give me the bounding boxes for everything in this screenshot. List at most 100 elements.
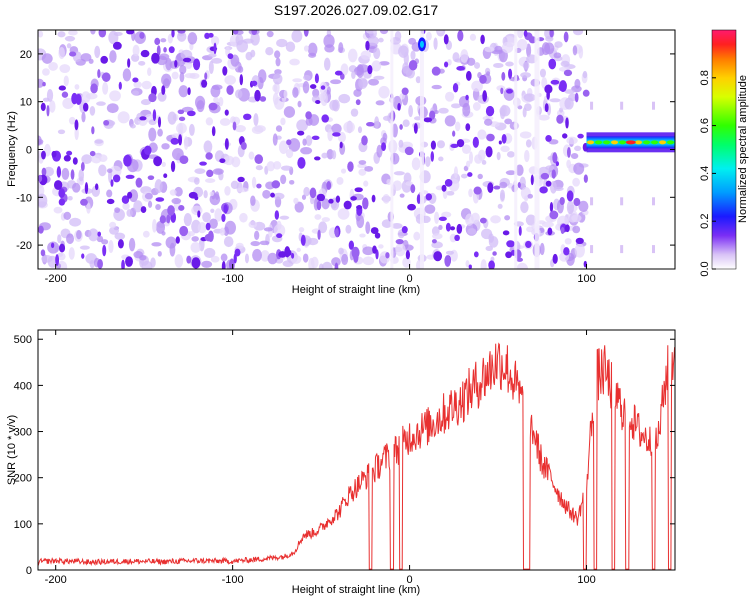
heatmap-noise-peak	[166, 214, 171, 224]
heatmap-noise-peak	[101, 72, 111, 82]
heatmap-noise-peak	[121, 195, 130, 204]
heatmap-noise-blob	[363, 180, 369, 187]
heatmap-noise-blob	[405, 181, 414, 186]
heatmap-noise-peak	[502, 230, 510, 236]
heatmap-noise-blob	[180, 49, 193, 60]
heatmap-noise-blob	[564, 238, 572, 245]
heatmap-noise-peak	[227, 53, 234, 60]
heatmap-noise-peak	[450, 143, 459, 148]
heatmap-noise-peak	[374, 232, 381, 239]
heatmap-noise-blob	[432, 233, 443, 240]
heatmap-noise-peak	[367, 64, 373, 75]
heatmap-noise-peak	[552, 253, 558, 264]
heatmap-noise-blob	[393, 171, 405, 176]
heatmap-noise-blob	[212, 168, 224, 175]
heatmap-noise-blob	[467, 228, 477, 235]
heatmap-noise-peak	[552, 152, 558, 164]
heatmap-noise-peak	[251, 30, 258, 35]
heatmap-noise-peak	[155, 197, 165, 202]
heatmap-noise-blob	[573, 162, 585, 175]
heatmap-noise-blob	[526, 43, 532, 58]
heatmap-noise-blob	[494, 45, 503, 53]
heatmap-noise-peak	[465, 123, 471, 132]
heatmap-noise-peak	[501, 71, 506, 81]
heatmap-noise-peak	[566, 146, 571, 158]
heatmap-noise-peak	[314, 73, 319, 84]
signal-line-peak	[643, 140, 651, 145]
heatmap-noise-blob	[176, 122, 187, 134]
heatmap-noise-blob	[318, 221, 328, 234]
heatmap-noise-blob	[436, 140, 446, 149]
heatmap-noise-peak	[351, 246, 360, 259]
heatmap-noise-blob	[455, 121, 461, 132]
snr-y-label: SNR (10 * v/v)	[6, 415, 18, 485]
heatmap-noise-peak	[444, 179, 453, 187]
heatmap-noise-peak	[243, 113, 252, 121]
heatmap-noise-blob	[183, 213, 192, 227]
heatmap-noise-blob	[294, 201, 304, 213]
heatmap-noise-peak	[224, 138, 229, 150]
heatmap-noise-blob	[386, 178, 392, 186]
heatmap-noise-peak	[347, 161, 354, 172]
heatmap-noise-blob	[69, 217, 82, 227]
heatmap-noise-peak	[473, 186, 482, 195]
heatmap-noise-peak	[208, 102, 218, 111]
heatmap-noise-peak	[465, 94, 469, 101]
heatmap-noise-peak	[56, 166, 62, 178]
heatmap-noise-blob	[308, 52, 317, 58]
heatmap-noise-blob	[446, 59, 452, 66]
heatmap-noise-peak	[429, 110, 436, 120]
heatmap-noise-peak	[556, 114, 564, 124]
heatmap-noise-peak	[549, 30, 554, 38]
heatmap-noise-blob	[392, 180, 402, 192]
heatmap-noise-blob	[519, 176, 526, 189]
heatmap-faint-dash	[651, 245, 655, 254]
heatmap-noise-peak	[251, 80, 258, 87]
signal-line-peak	[635, 140, 643, 145]
heatmap-noise-blob	[234, 125, 246, 133]
heatmap-noise-peak	[492, 251, 497, 256]
heatmap-noise-blob	[449, 233, 457, 243]
heatmap-noise-blob	[519, 131, 532, 139]
heatmap-noise-blob	[96, 235, 104, 243]
heatmap-noise-peak	[125, 256, 133, 267]
heatmap-faint-dash	[620, 197, 624, 206]
heatmap-noise-peak	[201, 79, 208, 88]
heatmap-noise-blob	[566, 200, 575, 215]
heatmap-noise-peak	[156, 45, 161, 56]
heatmap-noise-peak	[51, 150, 57, 158]
heatmap-noise-peak	[50, 242, 55, 249]
heatmap-noise-peak	[187, 87, 191, 96]
heatmap-noise-blob	[477, 173, 483, 180]
spectrogram-x-ticks: -200 -100 0 100	[45, 30, 596, 285]
heatmap-noise-blob	[405, 67, 416, 79]
heatmap-noise-blob	[255, 165, 263, 171]
heatmap-noise-peak	[259, 96, 267, 102]
heatmap-noise-blob	[189, 72, 200, 80]
snr-panel: -200 -100 0 100 0 100 200 300 400 500 Height of …	[6, 329, 676, 596]
heatmap-noise-blob	[220, 253, 228, 262]
heatmap-noise-blob	[154, 179, 163, 194]
colorbar: 0.0 0.2 0.4 0.6 0.8 Normalized spectral ampl…	[699, 29, 749, 277]
heatmap-noise-peak	[518, 226, 522, 236]
heatmap-noise-blob	[81, 154, 93, 165]
heatmap-noise-peak	[98, 30, 107, 38]
heatmap-noise-blob	[282, 260, 294, 268]
heatmap-noise-peak	[123, 154, 132, 167]
heatmap-noise-blob	[572, 177, 580, 187]
signal-line-peak	[603, 140, 611, 145]
colorbar-tick-label: 0.8	[699, 70, 711, 85]
heatmap-noise-peak	[355, 99, 361, 106]
heatmap-noise-blob	[253, 113, 259, 127]
heatmap-noise-blob	[402, 119, 410, 128]
heatmap-noise-blob	[223, 236, 234, 248]
heatmap-noise-blob	[68, 116, 76, 125]
heatmap-noise-peak	[456, 139, 465, 148]
heatmap-noise-blob	[460, 49, 469, 63]
heatmap-noise-blob	[275, 57, 281, 67]
spectrogram-x-tick-label: -200	[45, 273, 67, 285]
heatmap-noise-blob	[250, 49, 256, 58]
heatmap-noise-blob	[57, 129, 66, 135]
heatmap-noise-peak	[423, 117, 433, 123]
heatmap-noise-peak	[41, 167, 47, 177]
